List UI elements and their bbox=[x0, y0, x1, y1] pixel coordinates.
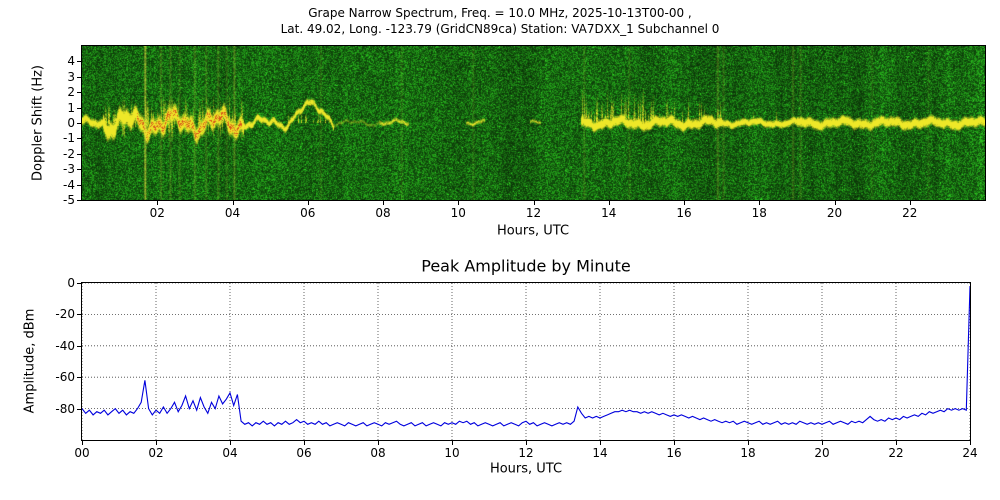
x-tick bbox=[896, 441, 897, 445]
x-tick bbox=[834, 201, 836, 205]
x-tick bbox=[909, 201, 911, 205]
y-tick bbox=[77, 283, 81, 284]
y-tick bbox=[77, 107, 81, 109]
x-tick bbox=[378, 441, 379, 445]
y-tick bbox=[77, 153, 81, 155]
y-tick-label: -1 bbox=[63, 131, 75, 146]
x-tick-label: 16 bbox=[666, 446, 682, 460]
x-tick bbox=[526, 441, 527, 445]
x-tick-label: 04 bbox=[222, 446, 238, 460]
x-tick-label: 06 bbox=[300, 206, 316, 220]
x-tick bbox=[230, 441, 231, 445]
x-tick-label: 04 bbox=[224, 206, 241, 220]
y-tick-label: 3 bbox=[67, 69, 75, 84]
x-tick-label: 16 bbox=[676, 206, 692, 220]
y-tick-label: -5 bbox=[63, 193, 75, 207]
x-tick-label: 20 bbox=[814, 446, 830, 460]
y-tick bbox=[77, 200, 81, 201]
x-tick-label: 10 bbox=[444, 446, 460, 460]
spectrogram-x-axis-label: Hours, UTC bbox=[496, 223, 570, 239]
x-tick bbox=[304, 441, 305, 445]
x-tick bbox=[307, 201, 309, 205]
y-tick bbox=[77, 138, 81, 140]
x-tick-label: 08 bbox=[375, 206, 391, 220]
amplitude-plot-area bbox=[81, 282, 971, 441]
amplitude-x-axis-label: Hours, UTC bbox=[489, 461, 563, 477]
y-tick bbox=[77, 92, 81, 94]
x-tick bbox=[822, 441, 823, 445]
y-tick bbox=[77, 61, 81, 63]
x-tick bbox=[383, 201, 384, 205]
y-tick-label: -60 bbox=[55, 370, 75, 385]
x-tick-label: 14 bbox=[601, 206, 617, 220]
x-tick bbox=[759, 201, 761, 205]
x-tick-label: 12 bbox=[525, 206, 542, 220]
amplitude-chart-title: Peak Amplitude by Minute bbox=[421, 256, 631, 276]
y-tick bbox=[77, 123, 81, 124]
y-tick-label: -80 bbox=[55, 401, 75, 416]
x-tick bbox=[674, 441, 675, 445]
x-tick-label: 12 bbox=[518, 446, 534, 460]
amplitude-y-axis-label: Amplitude, dBm bbox=[22, 308, 38, 414]
x-tick-label: 18 bbox=[751, 206, 767, 220]
y-tick bbox=[77, 169, 81, 171]
y-tick bbox=[77, 345, 81, 347]
y-tick bbox=[77, 408, 81, 410]
x-tick-label: 24 bbox=[962, 446, 978, 460]
figure-title-line1: Grape Narrow Spectrum, Freq. = 10.0 MHz,… bbox=[308, 6, 692, 20]
y-tick bbox=[77, 184, 81, 186]
x-tick-label: 10 bbox=[450, 206, 466, 220]
x-tick bbox=[82, 441, 83, 445]
x-tick-label: 02 bbox=[149, 206, 165, 220]
x-tick bbox=[608, 201, 610, 205]
y-tick-label: 0 bbox=[67, 116, 75, 130]
y-tick bbox=[77, 314, 81, 316]
x-tick bbox=[748, 441, 749, 445]
x-tick bbox=[156, 441, 157, 445]
y-tick-label: 2 bbox=[67, 85, 75, 100]
y-tick-label: -3 bbox=[63, 162, 75, 177]
y-tick-label: -20 bbox=[55, 307, 75, 322]
y-tick-label: -40 bbox=[55, 338, 75, 353]
spectrogram-image bbox=[82, 46, 985, 200]
x-tick bbox=[157, 201, 159, 205]
x-tick-label: 22 bbox=[902, 206, 918, 220]
y-tick bbox=[77, 377, 81, 379]
y-tick-label: -4 bbox=[63, 177, 75, 192]
x-tick-label: 02 bbox=[148, 446, 164, 460]
x-tick-label: 20 bbox=[826, 206, 843, 220]
x-tick bbox=[533, 201, 535, 205]
x-tick bbox=[684, 201, 685, 205]
x-tick-label: 14 bbox=[592, 446, 608, 460]
y-tick-label: -2 bbox=[63, 146, 75, 161]
x-tick bbox=[232, 201, 234, 205]
x-tick-label: 08 bbox=[370, 446, 386, 460]
y-tick-label: 0 bbox=[67, 276, 75, 290]
spectrogram-y-axis-label: Doppler Shift (Hz) bbox=[30, 65, 46, 181]
figure-title-line2: Lat. 49.02, Long. -123.79 (GridCN89ca) S… bbox=[280, 22, 720, 36]
y-tick bbox=[77, 76, 81, 78]
y-tick-label: 4 bbox=[67, 54, 75, 69]
x-tick bbox=[458, 201, 460, 205]
x-tick-label: 06 bbox=[296, 446, 312, 460]
x-tick bbox=[970, 441, 971, 445]
y-tick-label: 1 bbox=[67, 100, 75, 115]
x-tick-label: 22 bbox=[888, 446, 904, 460]
spectrogram-plot-area bbox=[81, 45, 986, 201]
x-tick-label: 00 bbox=[74, 446, 90, 460]
x-tick-label: 18 bbox=[740, 446, 756, 460]
x-tick bbox=[452, 441, 453, 445]
amplitude-line-chart bbox=[82, 283, 970, 440]
x-tick bbox=[600, 441, 601, 445]
